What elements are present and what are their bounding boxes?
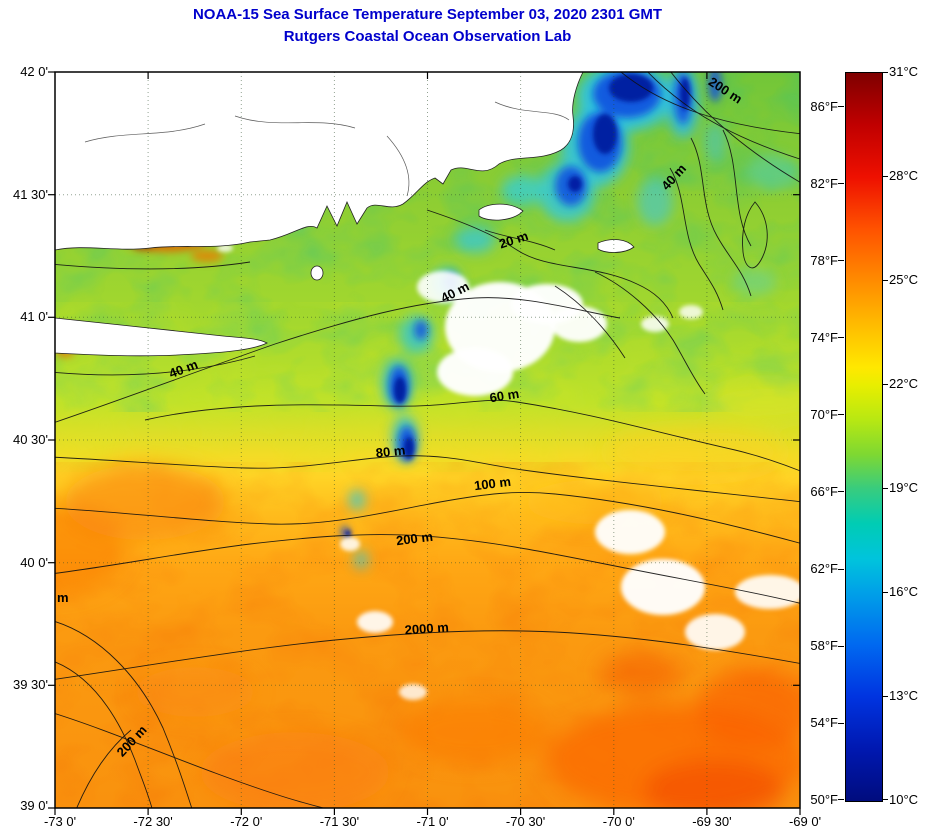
tick-mark <box>882 488 888 489</box>
land-long-island <box>55 317 268 357</box>
colorbar-c-label: 28°C <box>889 168 919 183</box>
contour-label: m <box>57 590 69 605</box>
tick-mark <box>838 260 844 261</box>
x-tick-label: -71 30' <box>319 814 360 829</box>
colorbar-f-label: 50°F <box>810 792 838 807</box>
contour-label: 2000 m <box>404 619 449 637</box>
x-tick-label: -70 0' <box>602 814 635 829</box>
page-subtitle: Rutgers Coastal Ocean Observation Lab <box>283 28 572 45</box>
tick-mark <box>882 72 888 73</box>
contour-label: 200 m <box>395 529 433 548</box>
tick-mark <box>838 799 844 800</box>
colorbar-f-label: 78°F <box>810 252 838 268</box>
tick-mark <box>882 280 888 281</box>
sst-map: 200 m 40 m 20 m 40 m 40 m 60 m 80 m 100 … <box>48 71 801 815</box>
tick-mark <box>838 723 844 724</box>
contour-label: 60 m <box>488 386 520 405</box>
warm-water-patches <box>55 382 800 808</box>
x-tick-label: -70 30' <box>505 814 546 829</box>
x-tick-label: -72 0' <box>230 814 263 829</box>
tick-mark <box>838 337 844 338</box>
y-tick-label: 41 0' <box>20 309 48 325</box>
tick-mark <box>838 491 844 492</box>
tick-mark <box>882 384 888 385</box>
x-tick-label: -69 30' <box>692 814 732 829</box>
grid-lines <box>55 72 800 808</box>
axis-ticks <box>48 71 801 815</box>
y-tick-label: 41 30' <box>12 186 48 202</box>
tick-mark <box>882 799 888 800</box>
y-tick-label: 42 0' <box>20 64 48 79</box>
colorbar-f-label: 82°F <box>810 175 838 191</box>
y-tick-label: 40 30' <box>12 432 48 447</box>
contour-label: 100 m <box>473 474 511 493</box>
colorbar-c-label: 13°C <box>889 688 919 703</box>
colorbar-f-label: 86°F <box>810 98 838 114</box>
colorbar-c-label: 31°C <box>889 64 919 79</box>
page-title: NOAA-15 Sea Surface Temperature Septembe… <box>192 6 663 23</box>
y-tick-label: 40 0' <box>20 554 48 570</box>
contour-labels: 200 m 40 m 20 m 40 m 40 m 60 m 80 m 100 … <box>57 74 745 760</box>
tick-mark <box>838 569 844 570</box>
colorbar-f-label: 58°F <box>810 638 838 654</box>
colorbar-f-label: 62°F <box>810 561 838 576</box>
land-mask <box>55 72 635 357</box>
land-new-england <box>55 72 584 251</box>
colorbar-f-label: 70°F <box>810 406 838 422</box>
bathymetry-contours <box>55 72 800 808</box>
colorbar-c-label: 25°C <box>889 272 919 287</box>
x-tick-label: -71 0' <box>416 814 449 829</box>
colorbar-c-label: 10°C <box>889 792 919 807</box>
x-tick-label: -72 30' <box>133 814 173 829</box>
land-marthas-vineyard <box>478 203 524 221</box>
tick-mark <box>882 696 888 697</box>
colorbar <box>845 72 883 802</box>
colorbar-c-label: 16°C <box>889 584 919 599</box>
colorbar-f-label: 74°F <box>810 329 838 345</box>
tick-mark <box>838 183 844 184</box>
land-block-island <box>310 265 324 281</box>
y-tick-label: 39 30' <box>12 677 48 693</box>
x-tick-label: -73 0' <box>43 814 77 829</box>
colorbar-c-label: 22°C <box>889 376 919 391</box>
colorbar-f-label: 66°F <box>810 483 838 499</box>
contour-label: 80 m <box>375 443 406 461</box>
tick-mark <box>838 646 844 647</box>
land-nantucket <box>597 239 635 253</box>
colorbar-f-label: 54°F <box>810 715 838 731</box>
x-tick-label: -69 0' <box>788 814 822 829</box>
tick-mark <box>882 592 888 593</box>
y-tick-label: 39 0' <box>20 798 48 813</box>
tick-mark <box>838 414 844 415</box>
tick-mark <box>838 106 844 107</box>
colorbar-c-label: 19°C <box>889 480 919 495</box>
tick-mark <box>882 176 888 177</box>
coastline-detail <box>84 101 570 197</box>
